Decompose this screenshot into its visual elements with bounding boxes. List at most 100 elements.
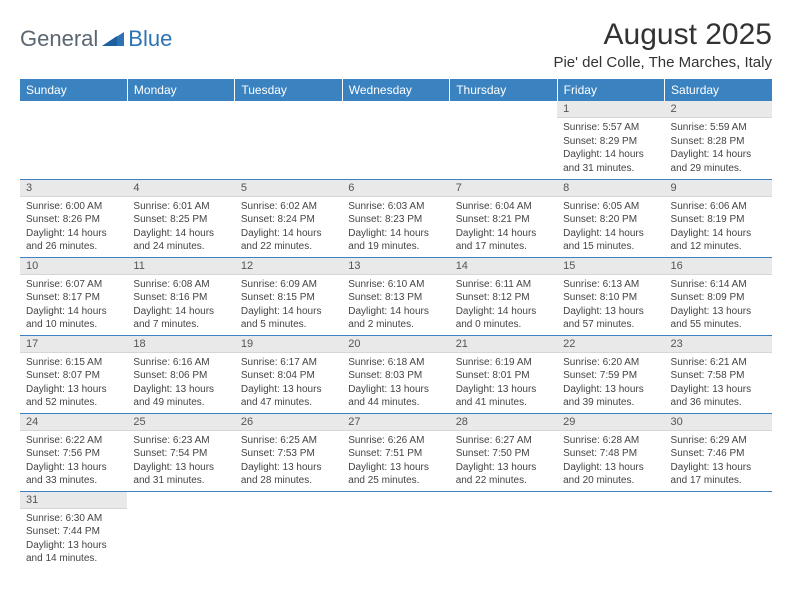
calendar-cell: 19Sunrise: 6:17 AMSunset: 8:04 PMDayligh… [235, 335, 342, 413]
day-details: Sunrise: 6:01 AMSunset: 8:25 PMDaylight:… [127, 197, 234, 257]
day-number: 11 [127, 258, 234, 275]
calendar-cell: 7Sunrise: 6:04 AMSunset: 8:21 PMDaylight… [450, 179, 557, 257]
day-details: Sunrise: 6:26 AMSunset: 7:51 PMDaylight:… [342, 431, 449, 491]
day-number: 31 [20, 492, 127, 509]
calendar-cell: 12Sunrise: 6:09 AMSunset: 8:15 PMDayligh… [235, 257, 342, 335]
brand-part1: General [20, 26, 98, 52]
day-details: Sunrise: 6:11 AMSunset: 8:12 PMDaylight:… [450, 275, 557, 335]
day-number: 15 [557, 258, 664, 275]
calendar-cell: 11Sunrise: 6:08 AMSunset: 8:16 PMDayligh… [127, 257, 234, 335]
day-details: Sunrise: 6:08 AMSunset: 8:16 PMDaylight:… [127, 275, 234, 335]
day-details: Sunrise: 6:07 AMSunset: 8:17 PMDaylight:… [20, 275, 127, 335]
detail-line: Sunrise: 6:14 AM [671, 278, 766, 292]
detail-line: and 33 minutes. [26, 474, 121, 488]
detail-line: Sunset: 8:19 PM [671, 213, 766, 227]
detail-line: Sunset: 8:26 PM [26, 213, 121, 227]
calendar-cell: 20Sunrise: 6:18 AMSunset: 8:03 PMDayligh… [342, 335, 449, 413]
day-details: Sunrise: 6:27 AMSunset: 7:50 PMDaylight:… [450, 431, 557, 491]
detail-line: and 44 minutes. [348, 396, 443, 410]
brand-logo: General Blue [20, 26, 172, 52]
calendar-cell [342, 491, 449, 569]
day-details: Sunrise: 6:17 AMSunset: 8:04 PMDaylight:… [235, 353, 342, 413]
detail-line: Sunset: 8:16 PM [133, 291, 228, 305]
day-number: 30 [665, 414, 772, 431]
detail-line: and 39 minutes. [563, 396, 658, 410]
calendar-cell: 28Sunrise: 6:27 AMSunset: 7:50 PMDayligh… [450, 413, 557, 491]
calendar-cell: 8Sunrise: 6:05 AMSunset: 8:20 PMDaylight… [557, 179, 664, 257]
detail-line: Daylight: 13 hours [563, 383, 658, 397]
calendar-cell: 2Sunrise: 5:59 AMSunset: 8:28 PMDaylight… [665, 101, 772, 179]
calendar-cell: 29Sunrise: 6:28 AMSunset: 7:48 PMDayligh… [557, 413, 664, 491]
day-number: 19 [235, 336, 342, 353]
day-details: Sunrise: 6:25 AMSunset: 7:53 PMDaylight:… [235, 431, 342, 491]
detail-line: Daylight: 13 hours [348, 461, 443, 475]
detail-line: and 14 minutes. [26, 552, 121, 566]
detail-line: Sunrise: 6:28 AM [563, 434, 658, 448]
calendar-cell: 25Sunrise: 6:23 AMSunset: 7:54 PMDayligh… [127, 413, 234, 491]
detail-line: Sunrise: 6:21 AM [671, 356, 766, 370]
calendar-cell: 15Sunrise: 6:13 AMSunset: 8:10 PMDayligh… [557, 257, 664, 335]
detail-line: Sunset: 8:20 PM [563, 213, 658, 227]
weekday-header: Thursday [450, 79, 557, 101]
day-number: 9 [665, 180, 772, 197]
weekday-header: Friday [557, 79, 664, 101]
title-block: August 2025 Pie' del Colle, The Marches,… [553, 18, 772, 71]
detail-line: and 47 minutes. [241, 396, 336, 410]
day-number: 22 [557, 336, 664, 353]
day-number: 14 [450, 258, 557, 275]
calendar-row: 1Sunrise: 5:57 AMSunset: 8:29 PMDaylight… [20, 101, 772, 179]
calendar-row: 3Sunrise: 6:00 AMSunset: 8:26 PMDaylight… [20, 179, 772, 257]
day-number: 1 [557, 101, 664, 118]
detail-line: Sunset: 8:24 PM [241, 213, 336, 227]
detail-line: and 15 minutes. [563, 240, 658, 254]
detail-line: Daylight: 14 hours [671, 148, 766, 162]
weekday-header: Saturday [665, 79, 772, 101]
calendar-row: 31Sunrise: 6:30 AMSunset: 7:44 PMDayligh… [20, 491, 772, 569]
detail-line: Sunset: 8:06 PM [133, 369, 228, 383]
flag-icon [102, 30, 126, 48]
day-number: 6 [342, 180, 449, 197]
day-number: 23 [665, 336, 772, 353]
calendar-cell: 27Sunrise: 6:26 AMSunset: 7:51 PMDayligh… [342, 413, 449, 491]
location-subtitle: Pie' del Colle, The Marches, Italy [553, 54, 772, 71]
day-details: Sunrise: 6:19 AMSunset: 8:01 PMDaylight:… [450, 353, 557, 413]
detail-line: Daylight: 13 hours [133, 461, 228, 475]
weekday-header: Wednesday [342, 79, 449, 101]
detail-line: Sunset: 7:53 PM [241, 447, 336, 461]
detail-line: Daylight: 14 hours [348, 227, 443, 241]
detail-line: Sunset: 7:51 PM [348, 447, 443, 461]
calendar-cell: 6Sunrise: 6:03 AMSunset: 8:23 PMDaylight… [342, 179, 449, 257]
detail-line: and 41 minutes. [456, 396, 551, 410]
day-number: 8 [557, 180, 664, 197]
month-title: August 2025 [553, 18, 772, 52]
detail-line: Daylight: 14 hours [241, 227, 336, 241]
detail-line: Sunset: 7:56 PM [26, 447, 121, 461]
calendar-cell [127, 101, 234, 179]
day-number: 4 [127, 180, 234, 197]
detail-line: Sunrise: 5:57 AM [563, 121, 658, 135]
detail-line: Sunrise: 6:06 AM [671, 200, 766, 214]
calendar-cell [127, 491, 234, 569]
day-number: 2 [665, 101, 772, 118]
day-number: 26 [235, 414, 342, 431]
calendar-cell: 23Sunrise: 6:21 AMSunset: 7:58 PMDayligh… [665, 335, 772, 413]
detail-line: Sunrise: 6:26 AM [348, 434, 443, 448]
calendar-cell [235, 101, 342, 179]
calendar-cell: 22Sunrise: 6:20 AMSunset: 7:59 PMDayligh… [557, 335, 664, 413]
day-number: 25 [127, 414, 234, 431]
day-details: Sunrise: 6:21 AMSunset: 7:58 PMDaylight:… [665, 353, 772, 413]
calendar-row: 24Sunrise: 6:22 AMSunset: 7:56 PMDayligh… [20, 413, 772, 491]
detail-line: Sunset: 7:46 PM [671, 447, 766, 461]
detail-line: and 31 minutes. [563, 162, 658, 176]
detail-line: Sunrise: 6:05 AM [563, 200, 658, 214]
detail-line: and 12 minutes. [671, 240, 766, 254]
calendar-cell: 26Sunrise: 6:25 AMSunset: 7:53 PMDayligh… [235, 413, 342, 491]
detail-line: Sunset: 8:13 PM [348, 291, 443, 305]
detail-line: and 28 minutes. [241, 474, 336, 488]
calendar-cell: 9Sunrise: 6:06 AMSunset: 8:19 PMDaylight… [665, 179, 772, 257]
detail-line: Daylight: 13 hours [456, 461, 551, 475]
detail-line: Sunrise: 6:08 AM [133, 278, 228, 292]
calendar-row: 10Sunrise: 6:07 AMSunset: 8:17 PMDayligh… [20, 257, 772, 335]
calendar-cell: 4Sunrise: 6:01 AMSunset: 8:25 PMDaylight… [127, 179, 234, 257]
detail-line: Sunrise: 6:18 AM [348, 356, 443, 370]
